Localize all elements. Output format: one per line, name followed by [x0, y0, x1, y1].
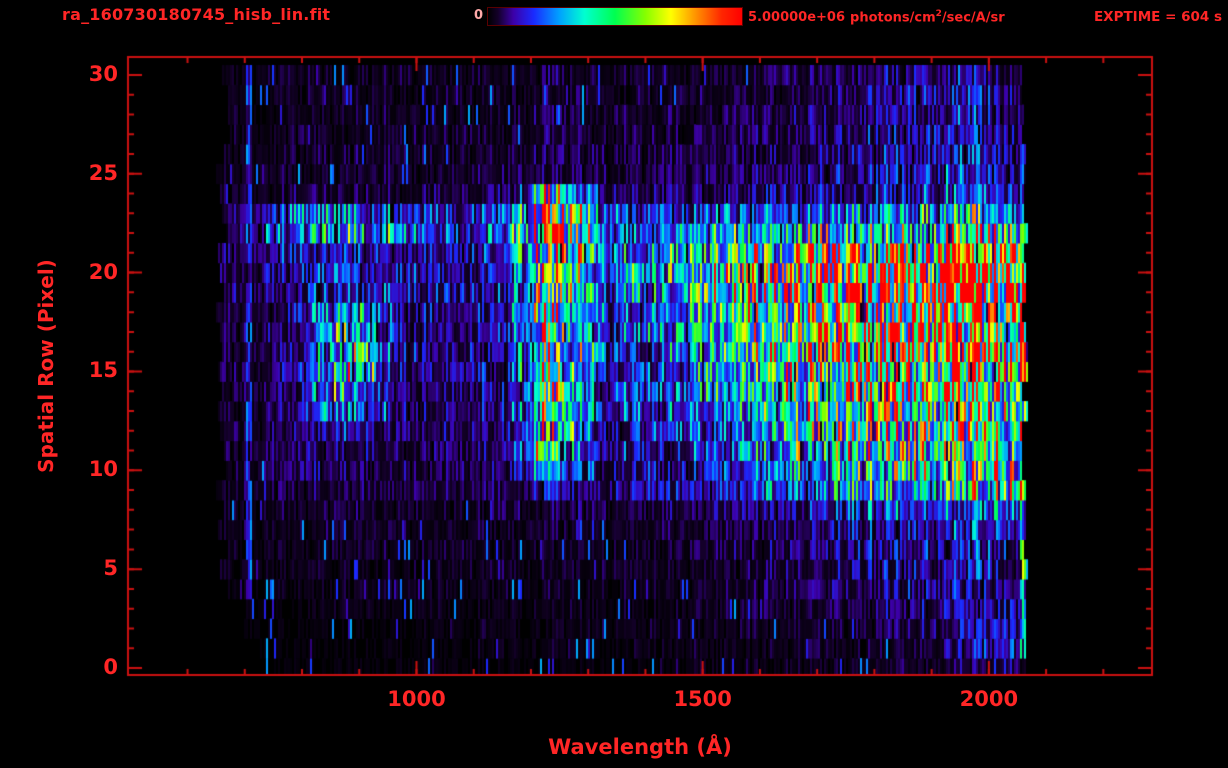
colorbar-gradient: [487, 7, 743, 26]
exptime-label: EXPTIME = 604 s: [1093, 9, 1222, 25]
x-axis-title: Wavelength (Å): [548, 735, 732, 759]
colorbar-min-label: 0: [473, 8, 483, 23]
y-tick-label: 15: [88, 358, 118, 383]
x-tick-label: 1500: [673, 687, 732, 711]
y-tick-label: 30: [88, 61, 118, 86]
x-tick-label: 2000: [959, 687, 1019, 711]
colorbar-max-value: 5.00000e+06: [748, 10, 846, 26]
y-tick-label: 20: [88, 259, 118, 284]
y-tick-label: 0: [103, 655, 118, 679]
x-tick-label: 1000: [387, 687, 446, 711]
colorbar-max-label: 5.00000e+06 photons/cm2/sec/A/sr: [748, 9, 1005, 25]
colorbar-units-suffix: /sec/A/sr: [941, 10, 1005, 26]
y-tick-label: 5: [103, 556, 118, 581]
y-tick-label: 10: [88, 457, 118, 482]
colorbar-units-prefix: photons/cm: [850, 10, 936, 26]
y-tick-label: 25: [88, 160, 118, 185]
file-title: ra_160730180745_hisb_lin.fit: [62, 5, 331, 24]
y-axis-title: Spatial Row (Pixel): [34, 259, 58, 473]
colorbar-units-superscript: 2: [935, 9, 942, 19]
